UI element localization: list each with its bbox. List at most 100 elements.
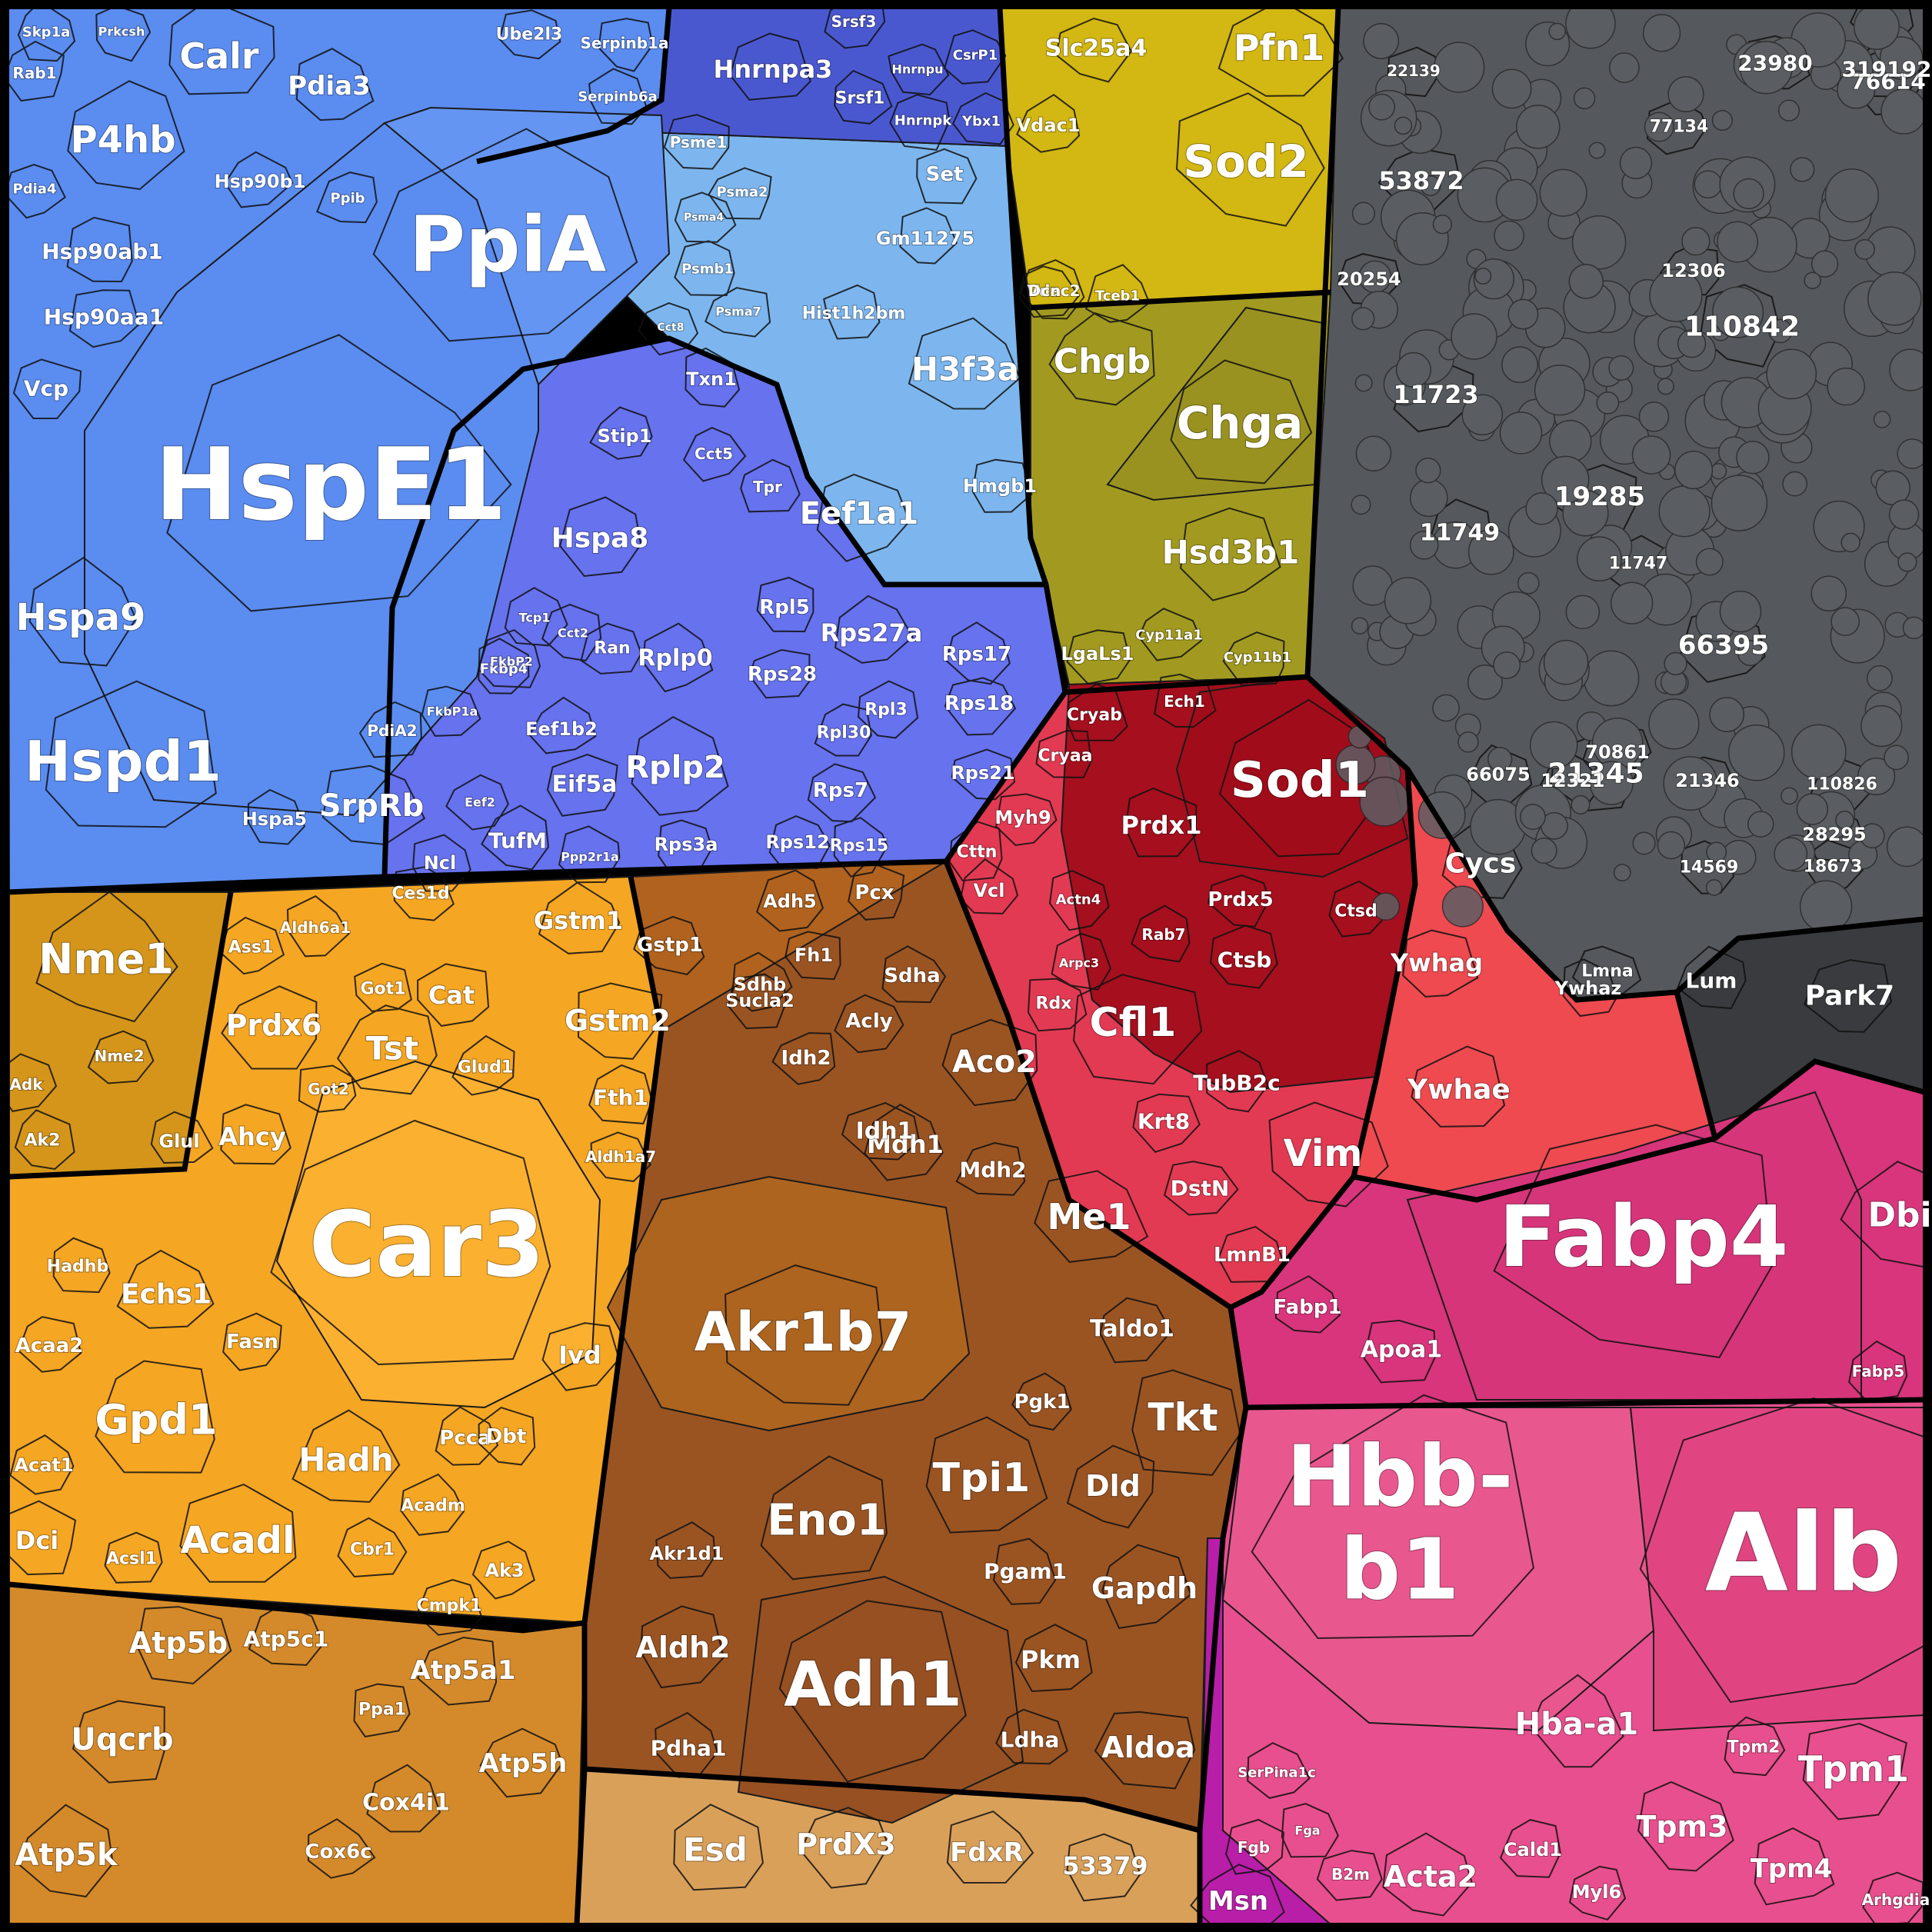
cell-label: 53872 [1378, 166, 1464, 195]
cell-label: Ahcy [218, 1122, 286, 1151]
cell-label: Tpm1 [1798, 1748, 1909, 1790]
cell-label: 76614 [1850, 69, 1925, 95]
cell-label: Ppp2r1a [561, 850, 619, 864]
unmapped-cell [1541, 455, 1590, 505]
cell-outline [1724, 1716, 1786, 1777]
cell-label: 319192 [1842, 57, 1932, 82]
unmapped-cell [1799, 880, 1853, 933]
cell-label: Hspa8 [551, 523, 649, 555]
unmapped-cell [1351, 202, 1375, 225]
cell-label: Fh1 [794, 944, 833, 966]
unmapped-cell [1467, 665, 1503, 700]
cell-outline [1094, 1710, 1196, 1790]
cell-label: Msn [1208, 1886, 1268, 1917]
cell-outline [1499, 1819, 1561, 1878]
cell-hspe1[interactable] [84, 122, 539, 817]
cell-outline [366, 1764, 441, 1833]
unmapped-cell [1677, 329, 1707, 358]
unmapped-cell [1549, 419, 1592, 463]
cell-label: Dld [1085, 1469, 1141, 1503]
cell-adh1[interactable] [737, 1575, 1024, 1824]
cell-outline [580, 622, 642, 675]
unmapped-cell [1529, 721, 1578, 770]
unmapped-cell [1766, 348, 1817, 400]
cell-label: 19285 [1554, 481, 1645, 512]
cell-outline [1048, 311, 1155, 406]
cell-outline [1804, 959, 1893, 1033]
unmapped-cell [1394, 116, 1413, 135]
cell-outline [941, 1018, 1038, 1107]
cell-outline [1637, 1780, 1734, 1872]
cell-ppia[interactable] [382, 106, 671, 386]
cell-label: Taldo1 [1090, 1316, 1174, 1343]
unmapped-cell [1539, 168, 1587, 217]
cell-outline [68, 289, 141, 348]
cell-outline [1281, 1803, 1339, 1858]
cell-label: Rdx [1036, 994, 1072, 1014]
cell-label: Ran [594, 639, 630, 658]
cell-label: 22139 [1387, 62, 1441, 80]
cell-label: Ywhae [1407, 1074, 1511, 1106]
cell-label: Got1 [361, 980, 406, 999]
cell-outline [415, 1579, 483, 1636]
cell-label: Nme1 [38, 935, 174, 984]
cell-label: Fkbp4 [480, 661, 528, 678]
unmapped-cell [1902, 616, 1926, 640]
cell-car3[interactable] [275, 1060, 601, 1409]
unmapped-cell [1507, 298, 1539, 330]
cell-outline [35, 891, 178, 1023]
cell-label: Acta2 [1384, 1860, 1477, 1894]
cell-label: 11749 [1420, 520, 1500, 547]
cell-label: Tpi1 [933, 1455, 1031, 1501]
cell-label: Ppib [330, 191, 365, 207]
unmapped-cell [1854, 238, 1875, 260]
cell-label: Rplp2 [625, 750, 725, 785]
cell-outline [17, 1316, 82, 1373]
cell-label: Sdhb [734, 974, 787, 995]
cell-outline [67, 80, 185, 191]
cell-outline [705, 287, 771, 338]
cell-label: Hnrnpk [894, 113, 952, 129]
cell-label: Srsf3 [831, 12, 877, 31]
unmapped-cell [1717, 221, 1759, 263]
cell-outline [451, 1034, 515, 1096]
cell-label: Gstm2 [565, 1004, 671, 1038]
cell-label: Hbb- [1286, 1427, 1513, 1526]
unmapped-cell [1824, 168, 1880, 223]
cell-outline [729, 32, 811, 101]
cell-outline [1217, 1226, 1286, 1283]
cell-fabp4[interactable] [1406, 1091, 1862, 1401]
cell-outline [546, 753, 618, 817]
cell-outline [1066, 1444, 1155, 1529]
cell-label: Hnrnpu [892, 62, 944, 77]
cell-label: Hsd3b1 [1162, 534, 1300, 571]
cell-outline [17, 0, 76, 62]
unmapped-cell [1457, 731, 1479, 753]
cell-label: Ppa1 [358, 1700, 406, 1720]
cell-label: Hspa9 [16, 596, 146, 639]
cell-outline [1571, 945, 1642, 995]
cell-outline [771, 1032, 836, 1085]
unmapped-cell [1827, 367, 1865, 406]
cell-label: Aldh1a7 [585, 1148, 656, 1166]
cell-label: Hadhb [47, 1257, 108, 1277]
cell-outline [1382, 1832, 1473, 1917]
cell-label: Aldoa [1101, 1730, 1194, 1764]
cell-label: Rab7 [1141, 925, 1185, 944]
cell-label: 18673 [1804, 858, 1863, 877]
cell-label: Tpr [753, 478, 782, 496]
cell-label: Rps15 [830, 837, 888, 856]
unmapped-cell [1589, 761, 1634, 805]
cell-label: Skp1a [22, 25, 71, 41]
cell-label: DstN [1171, 1176, 1230, 1201]
cell-label: Rab1 [12, 64, 56, 82]
cell-outline [248, 1604, 325, 1666]
cell-label: Akr1d1 [650, 1543, 724, 1564]
cell-label: Aldh6a1 [280, 918, 351, 937]
cell-outline [1034, 1170, 1149, 1263]
cell-akr1b7[interactable] [606, 1175, 971, 1432]
cell-label: Gm11275 [876, 228, 974, 249]
cell-label: Adh5 [763, 891, 817, 912]
unmapped-cell [1501, 346, 1538, 384]
cell-alb[interactable] [1629, 1407, 1925, 1732]
